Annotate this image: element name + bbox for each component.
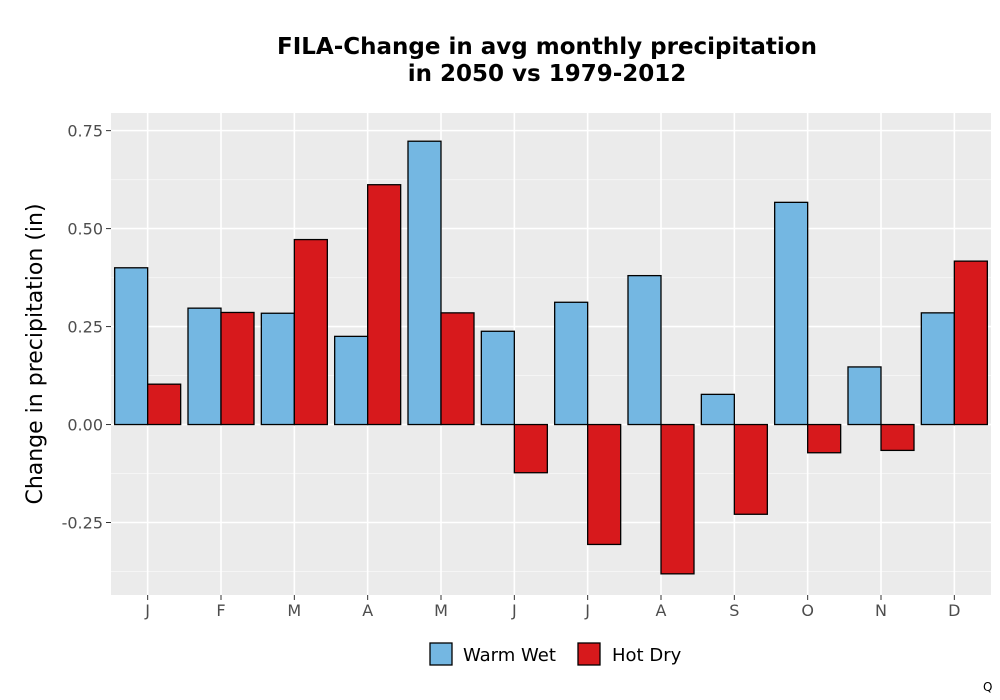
y-tick-label: 0.00 bbox=[67, 416, 103, 435]
bar-hot-dry bbox=[367, 184, 402, 426]
x-tick-label: A bbox=[656, 601, 667, 620]
bar-hot-dry bbox=[513, 423, 548, 474]
chart-title-line: in 2050 vs 1979-2012 bbox=[408, 61, 687, 87]
x-tick-label: M bbox=[287, 601, 301, 620]
x-tick-label: J bbox=[584, 601, 590, 620]
legend-swatch bbox=[577, 642, 601, 666]
x-tick-label: S bbox=[729, 601, 739, 620]
y-axis-label: Change in precipitation (in) bbox=[23, 203, 48, 504]
bar-hot-dry bbox=[733, 423, 768, 515]
bar-warm-wet bbox=[920, 312, 955, 426]
bar-hot-dry bbox=[660, 423, 695, 575]
x-tick-label: A bbox=[362, 601, 373, 620]
legend-label: Hot Dry bbox=[612, 645, 682, 666]
x-tick-label: O bbox=[801, 601, 814, 620]
x-tick-label: D bbox=[948, 601, 960, 620]
y-tick-label: 0.50 bbox=[67, 220, 103, 239]
x-tick-label: J bbox=[144, 601, 150, 620]
x-tick-label: M bbox=[434, 601, 448, 620]
bar-warm-wet bbox=[480, 330, 515, 426]
y-tick-label: 0.25 bbox=[67, 318, 103, 337]
bar-warm-wet bbox=[554, 301, 589, 426]
bar-warm-wet bbox=[627, 274, 662, 426]
bar-warm-wet bbox=[114, 267, 149, 426]
chart-title-line: FILA-Change in avg monthly precipitation bbox=[277, 34, 817, 60]
x-tick-label: F bbox=[216, 601, 225, 620]
chart-title: FILA-Change in avg monthly precipitation… bbox=[277, 34, 817, 87]
bar-hot-dry bbox=[440, 312, 475, 426]
bar-warm-wet bbox=[407, 140, 442, 426]
corner-mark: Q bbox=[983, 680, 992, 694]
bar-hot-dry bbox=[220, 311, 255, 426]
y-tick-label: -0.25 bbox=[62, 514, 103, 533]
panel-background bbox=[111, 113, 991, 595]
bar-warm-wet bbox=[774, 201, 809, 426]
bar-hot-dry bbox=[953, 260, 988, 426]
legend-swatch bbox=[429, 642, 453, 666]
legend: Warm Wet Hot Dry bbox=[429, 642, 682, 666]
bar-warm-wet bbox=[847, 366, 882, 426]
bar-warm-wet bbox=[187, 307, 222, 426]
legend-label: Warm Wet bbox=[463, 645, 556, 666]
bar-hot-dry bbox=[293, 238, 328, 426]
bar-warm-wet bbox=[700, 393, 735, 426]
bar-warm-wet bbox=[260, 312, 295, 426]
bar-hot-dry bbox=[147, 383, 182, 426]
bars bbox=[114, 140, 988, 575]
plot-panel bbox=[111, 113, 991, 595]
y-axis: -0.25 0.00 0.25 0.50 0.75 bbox=[62, 122, 111, 533]
x-tick-label: J bbox=[511, 601, 517, 620]
bar-hot-dry bbox=[880, 423, 915, 452]
y-tick-label: 0.75 bbox=[67, 122, 103, 141]
x-tick-label: N bbox=[875, 601, 887, 620]
bar-hot-dry bbox=[807, 423, 842, 454]
bar-warm-wet bbox=[334, 335, 369, 426]
bar-hot-dry bbox=[587, 423, 622, 546]
